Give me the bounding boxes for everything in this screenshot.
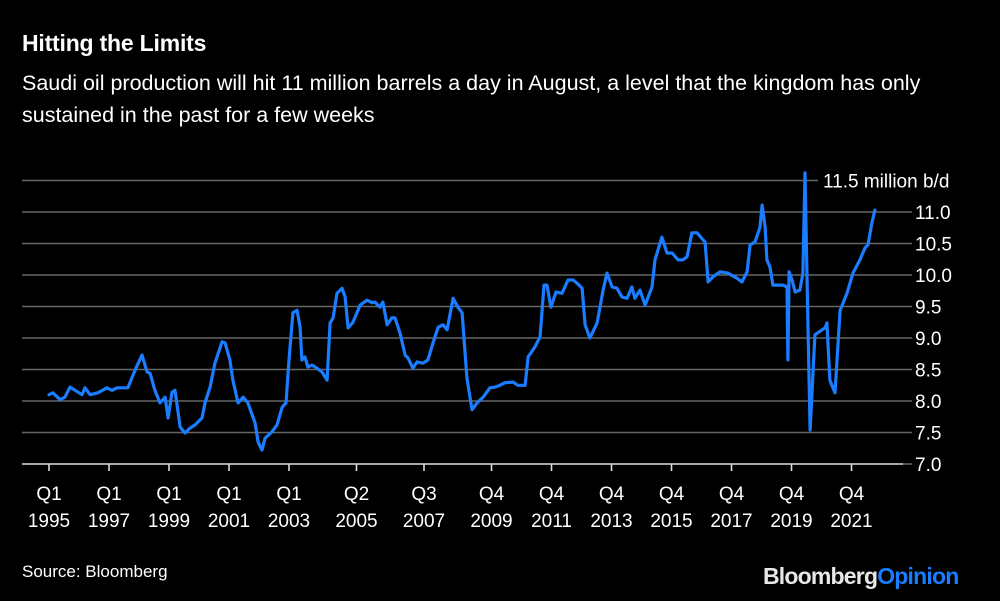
y-tick-label: 7.0 [915, 455, 941, 476]
x-tick-quarter: Q1 [156, 484, 181, 505]
x-tick-quarter: Q1 [276, 484, 301, 505]
x-tick-quarter: Q4 [659, 484, 685, 505]
logo-bloomberg: Bloomberg [763, 563, 878, 589]
y-tick-label: 9.5 [915, 298, 941, 319]
y-tick-label: 7.5 [915, 424, 941, 445]
logo-opinion: Opinion [877, 563, 959, 589]
x-tick-year: 2011 [531, 511, 572, 532]
y-tick-label: 9.0 [915, 329, 941, 350]
production-line [47, 171, 877, 452]
x-tick-year: 2005 [335, 511, 377, 532]
x-tick-quarter: Q3 [411, 484, 436, 505]
x-tick-quarter: Q4 [839, 484, 865, 505]
unit-label: 11.5 million b/d [823, 172, 949, 193]
x-tick-quarter: Q1 [36, 484, 61, 505]
source-note: Source: Bloomberg [22, 562, 168, 581]
chart-title: Hitting the Limits [22, 30, 207, 56]
chart-subtitle: Saudi oil production will hit 11 million… [22, 71, 921, 127]
x-tick-year: 2013 [590, 511, 632, 532]
x-tick-quarter: Q4 [719, 484, 745, 505]
y-tick-label: 8.0 [915, 392, 941, 413]
x-tick-year: 2019 [770, 511, 812, 532]
x-tick-year: 2007 [403, 511, 445, 532]
x-tick-year: 2017 [710, 511, 752, 532]
x-tick-quarter: Q1 [96, 484, 121, 505]
x-tick-year: 2021 [830, 511, 872, 532]
x-tick-year: 1997 [88, 511, 130, 532]
x-tick-quarter: Q4 [479, 484, 505, 505]
x-tick-year: 2009 [470, 511, 512, 532]
x-tick-year: 2015 [650, 511, 692, 532]
x-tick-year: 1995 [28, 511, 70, 532]
bloomberg-opinion-logo: BloombergOpinion [763, 563, 959, 590]
x-tick-year: 2003 [268, 511, 310, 532]
x-tick-quarter: Q4 [539, 484, 565, 505]
y-tick-label: 11.0 [915, 203, 951, 224]
y-tick-label: 8.5 [915, 361, 941, 382]
y-tick-label: 10.0 [915, 266, 952, 287]
x-tick-quarter: Q4 [779, 484, 805, 505]
x-tick-quarter: Q4 [599, 484, 625, 505]
y-tick-label: 10.5 [915, 235, 952, 256]
x-tick-year: 2001 [208, 511, 250, 532]
x-tick-quarter: Q1 [216, 484, 241, 505]
x-tick-quarter: Q2 [344, 484, 369, 505]
x-tick-year: 1999 [148, 511, 190, 532]
